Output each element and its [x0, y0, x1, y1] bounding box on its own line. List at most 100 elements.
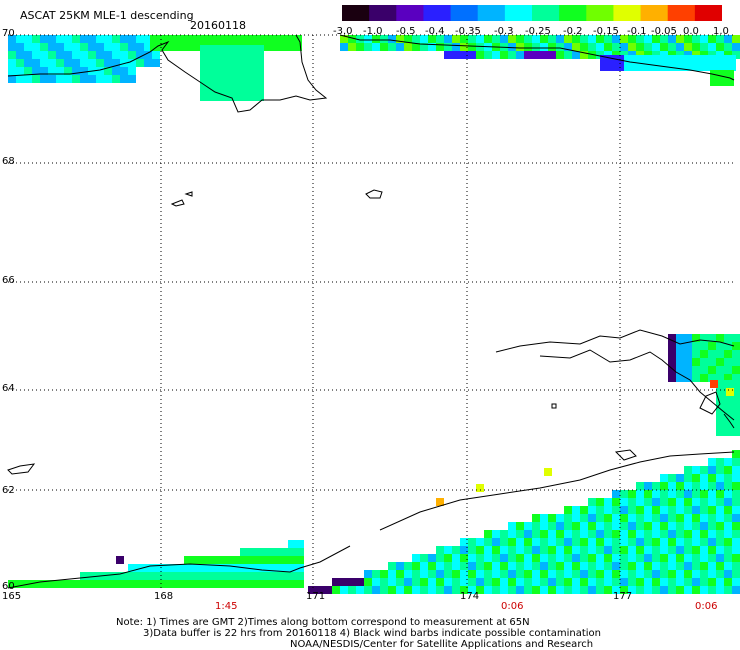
- data-cell: [668, 554, 676, 562]
- data-cell: [732, 380, 740, 388]
- data-cell: [608, 55, 616, 63]
- data-cell: [128, 67, 136, 75]
- colorbar-swatch: [667, 5, 696, 21]
- data-cell: [216, 580, 224, 588]
- data-cell: [708, 586, 716, 594]
- data-cell: [624, 55, 632, 63]
- data-cell: [716, 420, 724, 428]
- data-cell: [692, 482, 700, 490]
- data-cell: [660, 474, 668, 482]
- data-cell: [508, 554, 516, 562]
- data-cell: [40, 67, 48, 75]
- data-cell: [492, 578, 500, 586]
- data-cell: [516, 578, 524, 586]
- data-cell: [660, 43, 668, 51]
- data-cell: [516, 586, 524, 594]
- data-cell: [700, 538, 708, 546]
- data-cell: [412, 562, 420, 570]
- data-cell: [548, 586, 556, 594]
- data-cell: [116, 556, 124, 564]
- data-cell: [544, 468, 552, 476]
- data-cell: [676, 538, 684, 546]
- data-cell: [732, 506, 740, 514]
- data-cell: [184, 564, 192, 572]
- data-cell: [636, 522, 644, 530]
- data-cell: [500, 562, 508, 570]
- data-cell: [436, 570, 444, 578]
- data-cell: [48, 67, 56, 75]
- data-cell: [732, 404, 740, 412]
- data-cell: [288, 556, 296, 564]
- data-cell: [80, 67, 88, 75]
- data-cell: [668, 538, 676, 546]
- data-cell: [476, 484, 484, 492]
- data-cell: [628, 562, 636, 570]
- data-cell: [628, 43, 636, 51]
- data-cell: [208, 61, 216, 69]
- data-cell: [726, 70, 734, 78]
- data-cell: [224, 61, 232, 69]
- data-cell: [444, 586, 452, 594]
- data-cell: [580, 51, 588, 59]
- data-cell: [676, 554, 684, 562]
- data-cell: [676, 358, 684, 366]
- data-cell: [160, 580, 168, 588]
- data-cell: [580, 538, 588, 546]
- data-cell: [484, 570, 492, 578]
- data-cell: [676, 570, 684, 578]
- data-cell: [540, 554, 548, 562]
- data-cell: [176, 564, 184, 572]
- colorbar-label-0: -3.0: [333, 26, 353, 37]
- data-cell: [224, 77, 232, 85]
- data-cell: [636, 578, 644, 586]
- data-cell: [216, 556, 224, 564]
- data-cell: [524, 522, 532, 530]
- data-cell: [296, 548, 304, 556]
- data-cell: [564, 43, 572, 51]
- data-cell: [612, 43, 620, 51]
- data-cell: [288, 564, 296, 572]
- data-cell: [216, 572, 224, 580]
- data-cell: [608, 63, 616, 71]
- data-cell: [516, 51, 524, 59]
- data-cell: [660, 514, 668, 522]
- data-cell: [508, 51, 516, 59]
- data-cell: [166, 35, 174, 43]
- data-cell: [40, 75, 48, 83]
- data-cell: [224, 53, 232, 61]
- data-cell: [660, 482, 668, 490]
- data-cell: [128, 43, 136, 51]
- data-cell: [724, 554, 732, 562]
- colorbar-label-2: -0.5: [396, 26, 416, 37]
- data-cell: [724, 586, 732, 594]
- data-cell: [620, 538, 628, 546]
- data-cell: [120, 67, 128, 75]
- data-cell: [136, 564, 144, 572]
- data-cell: [24, 35, 32, 43]
- data-cell: [588, 522, 596, 530]
- data-cell: [412, 578, 420, 586]
- data-cell: [644, 35, 652, 43]
- data-cell: [692, 43, 700, 51]
- data-cell: [532, 51, 540, 59]
- data-cell: [732, 358, 740, 366]
- data-cell: [708, 350, 716, 358]
- data-cell: [484, 586, 492, 594]
- data-cell: [56, 35, 64, 43]
- data-cell: [652, 482, 660, 490]
- data-cell: [278, 35, 286, 43]
- data-cell: [476, 586, 484, 594]
- data-cell: [380, 570, 388, 578]
- data-cell: [256, 77, 264, 85]
- data-cell: [404, 586, 412, 594]
- data-cell: [348, 35, 356, 43]
- data-cell: [524, 570, 532, 578]
- data-cell: [572, 554, 580, 562]
- data-cell: [288, 548, 296, 556]
- data-cell: [724, 514, 732, 522]
- data-cell: [56, 51, 64, 59]
- data-cell: [636, 570, 644, 578]
- data-cell: [508, 578, 516, 586]
- data-cell: [256, 93, 264, 101]
- data-cell: [732, 396, 740, 404]
